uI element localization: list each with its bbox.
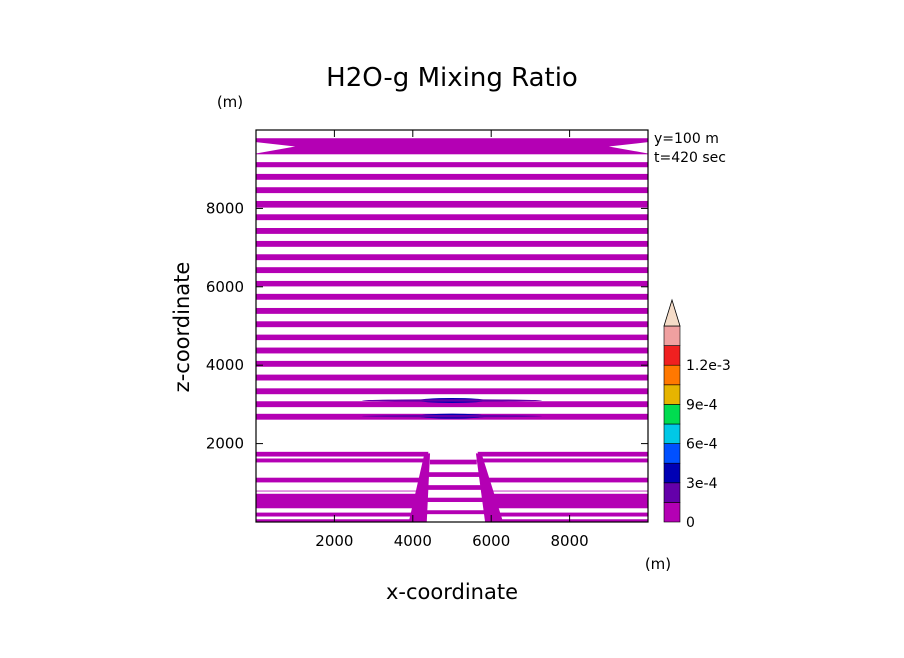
info-line-t: t=420 sec (654, 150, 726, 166)
contour-band (256, 321, 648, 328)
crater-band (427, 472, 481, 477)
colorbar-segment (663, 462, 681, 484)
contour-band (256, 240, 648, 247)
contour-band (256, 293, 648, 300)
crater-band (422, 497, 488, 503)
z-unit-label: (m) (217, 93, 243, 111)
crater-band (429, 459, 477, 465)
x-tick-label: 8000 (551, 532, 589, 550)
contour-band (256, 267, 648, 274)
colorbar: 0 3e-4 6e-4 9e-4 1.2e-3 (663, 298, 731, 531)
colorbar-extend-arrow (663, 298, 681, 327)
colorbar-label: 6e-4 (686, 437, 718, 453)
contour-band (256, 374, 648, 381)
colorbar-label: 0 (686, 515, 695, 531)
colorbar-label: 3e-4 (686, 476, 718, 492)
contour-band (256, 334, 648, 341)
edge-wedge-right (608, 142, 648, 154)
colorbar-segment (663, 502, 681, 523)
z-tick-label: 6000 (206, 278, 244, 296)
contour-band (256, 228, 648, 234)
contour-band (256, 347, 648, 354)
contour-band (256, 254, 648, 261)
colorbar-label: 1.2e-3 (686, 358, 731, 374)
crater-wall-left (408, 453, 431, 522)
z-axis-label: z-coordinate (170, 262, 194, 393)
x-unit-label: (m) (645, 555, 671, 573)
contour-band (256, 200, 648, 208)
contour-band (256, 187, 648, 194)
crater-wall-right (475, 453, 504, 522)
plot-area: 2000 4000 6000 8000 2000 4000 6000 8000 (206, 129, 649, 550)
contour-band (256, 307, 648, 314)
z-tick-label: 4000 (206, 356, 244, 374)
crater-band (420, 510, 491, 515)
z-tick-label: 2000 (206, 435, 244, 453)
colorbar-segment (663, 482, 681, 503)
colorbar-segment (663, 423, 681, 444)
colorbar-segment (663, 384, 681, 405)
contour-band (256, 138, 648, 155)
plot-frame (255, 129, 649, 523)
colorbar-segment (663, 404, 681, 425)
contour-band (256, 173, 648, 180)
colorbar-segment (663, 443, 681, 464)
x-tick-label: 6000 (472, 532, 510, 550)
contour-band (256, 388, 648, 395)
x-axis-label: x-coordinate (386, 580, 518, 604)
local-maximum-halo (362, 399, 542, 402)
contour-band (256, 214, 648, 221)
colorbar-segment (663, 345, 681, 366)
colorbar-segment (663, 325, 681, 346)
contour-band (256, 162, 648, 168)
crater-band (424, 485, 484, 490)
contour-band (256, 360, 648, 367)
colorbar-label: 9e-4 (686, 397, 718, 413)
x-tick-label: 4000 (394, 532, 432, 550)
contour-band (256, 401, 648, 408)
colorbar-segment (663, 364, 681, 386)
z-tick-label: 8000 (206, 199, 244, 217)
x-tick-label: 2000 (315, 532, 353, 550)
edge-wedge-left (256, 142, 296, 154)
contour-band (256, 280, 648, 287)
local-maximum-halo (362, 414, 542, 418)
chart-title: H2O-g Mixing Ratio (326, 63, 578, 93)
info-line-y: y=100 m (654, 131, 719, 147)
